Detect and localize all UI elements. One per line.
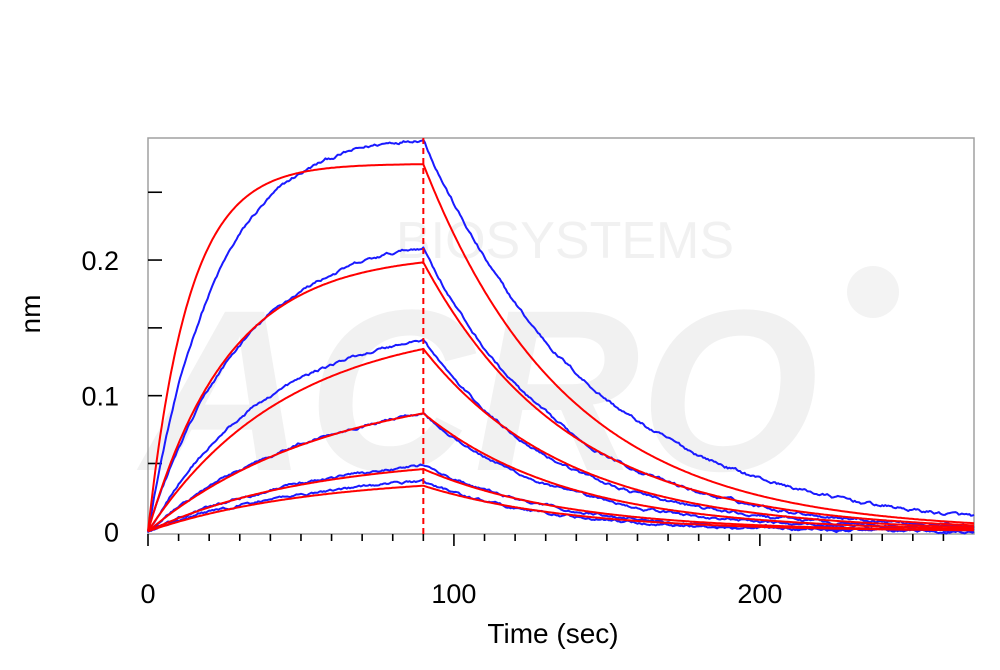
measured-curve bbox=[147, 463, 975, 535]
fit-curve bbox=[147, 261, 975, 532]
x-tick-label: 200 bbox=[737, 579, 782, 609]
watermark-text-logo: ACRO bbox=[136, 262, 818, 519]
axis-ticks bbox=[147, 191, 945, 546]
y-tick-label: 0.2 bbox=[81, 246, 119, 276]
y-axis-title: nm bbox=[15, 295, 46, 334]
fit-curve bbox=[147, 163, 975, 532]
measured-curve bbox=[147, 246, 975, 531]
tick-labels: 0 100 200 0 0.1 0.2 bbox=[81, 246, 782, 609]
fit-curve bbox=[147, 347, 975, 532]
fit-curve bbox=[147, 484, 974, 533]
watermark-text-top: BIOSYSTEMS bbox=[396, 212, 734, 270]
measured-curve bbox=[147, 138, 975, 533]
x-axis-title: Time (sec) bbox=[487, 618, 618, 649]
y-tick-label: 0 bbox=[104, 517, 119, 547]
measured-curve bbox=[147, 479, 975, 534]
x-tick-label: 0 bbox=[140, 579, 155, 609]
y-tick-label: 0.1 bbox=[81, 382, 119, 412]
watermark-dot bbox=[847, 266, 899, 318]
x-tick-label: 100 bbox=[431, 579, 476, 609]
plot-frame bbox=[147, 137, 975, 535]
series-layer bbox=[147, 138, 975, 535]
fit-curve bbox=[147, 412, 974, 533]
